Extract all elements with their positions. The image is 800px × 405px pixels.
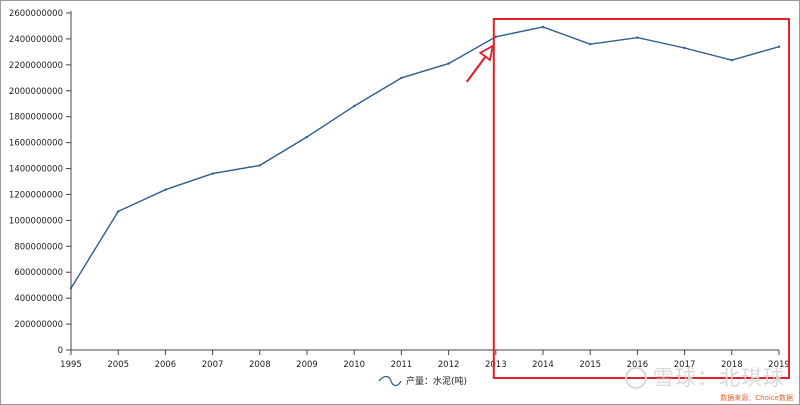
y-tick-label: 400000000 [14, 294, 63, 304]
y-tick-label: 600000000 [14, 268, 63, 278]
x-axis: 1995 2005 2006 2007 2008 2009 2010 2011 2012 2013… [60, 349, 790, 370]
source-note: 数据来源：Choice数据 [720, 394, 793, 402]
y-tick-label: 1600000000 [9, 139, 63, 149]
x-tick-label: 2012 [438, 360, 460, 370]
x-tick-label: 2014 [532, 360, 554, 370]
x-tick-label: 2017 [674, 360, 696, 370]
data-point [636, 36, 639, 39]
x-tick-label: 2015 [579, 360, 601, 370]
legend-label: 产量：水泥(吨) [406, 375, 467, 387]
x-tick-label: 2016 [627, 360, 649, 370]
y-tick-label: 1800000000 [9, 113, 63, 123]
y-tick-label: 2400000000 [9, 35, 63, 45]
y-tick-label: 2600000000 [9, 9, 63, 19]
y-tick-label: 0 [58, 346, 63, 356]
data-point [164, 188, 167, 191]
data-point [305, 135, 309, 139]
y-tick-label: 800000000 [14, 242, 63, 252]
x-tick-label: 1995 [60, 360, 82, 370]
data-point [400, 76, 403, 80]
x-tick-label: 2011 [391, 360, 413, 370]
x-tick-label: 2006 [155, 360, 177, 370]
x-tick-label: 2009 [296, 360, 318, 370]
x-tick-label: 2010 [343, 360, 365, 370]
y-tick-label: 2200000000 [9, 61, 63, 71]
highlight-box [492, 18, 790, 379]
series-line-cement-output [70, 26, 780, 289]
legend-swatch-icon [378, 375, 402, 387]
snowball-logo-icon [625, 367, 647, 389]
x-tick-label: 2018 [721, 360, 743, 370]
data-point [69, 287, 73, 290]
data-points [69, 25, 781, 290]
x-tick-label: 2005 [107, 360, 129, 370]
y-tick-label: 1400000000 [9, 165, 63, 175]
y-tick-label: 1200000000 [9, 190, 63, 200]
data-point [730, 58, 733, 62]
data-point [589, 43, 592, 46]
x-tick-label: 2019 [768, 360, 790, 370]
x-tick-label: 2013 [485, 360, 507, 370]
data-point [117, 210, 120, 213]
arrow-head [478, 44, 495, 62]
data-point [211, 172, 214, 175]
x-tick-label: 2008 [249, 360, 271, 370]
y-tick-label: 1000000000 [9, 216, 63, 226]
y-tick-label: 200000000 [14, 320, 63, 330]
legend: 产量：水泥(吨) [378, 375, 467, 387]
data-point [777, 45, 781, 48]
data-point [447, 62, 450, 65]
data-point [258, 164, 261, 167]
x-tick-label: 2007 [202, 360, 224, 370]
y-axis: 0 200000000 400000000 600000000 800000000 100… [9, 9, 72, 356]
data-point [353, 104, 356, 108]
data-point [683, 46, 686, 50]
annotation-arrow [465, 44, 495, 83]
watermark: 雪球：北琪球 [625, 362, 785, 392]
data-point [541, 25, 545, 29]
data-point [494, 35, 497, 39]
y-tick-label: 2000000000 [9, 87, 63, 97]
arrow-shaft [465, 54, 488, 83]
watermark-text: 雪球：北琪球 [653, 366, 785, 390]
